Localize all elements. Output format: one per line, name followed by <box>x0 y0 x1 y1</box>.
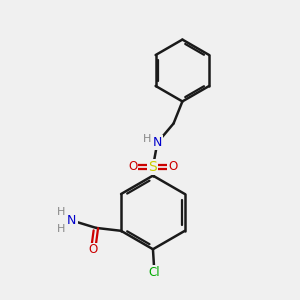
Text: O: O <box>88 244 98 256</box>
Text: N: N <box>153 136 162 149</box>
Text: N: N <box>67 214 76 227</box>
Text: H: H <box>143 134 151 144</box>
Text: O: O <box>128 160 137 173</box>
Text: Cl: Cl <box>148 266 160 279</box>
Text: S: S <box>148 160 157 174</box>
Text: H: H <box>56 207 65 217</box>
Text: H: H <box>56 224 65 234</box>
Text: O: O <box>168 160 178 173</box>
